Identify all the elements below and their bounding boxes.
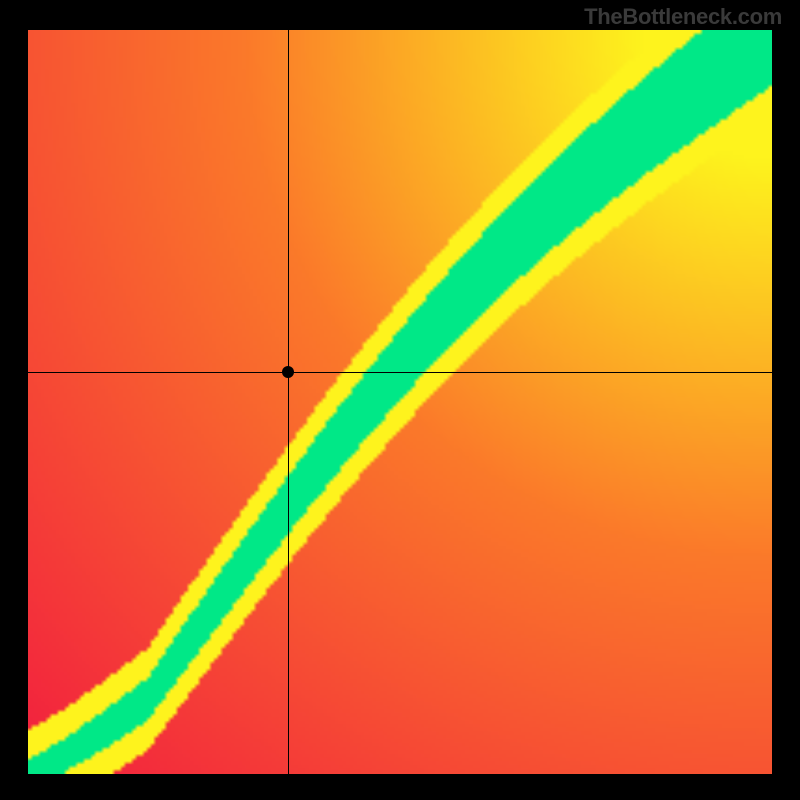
crosshair-horizontal (28, 372, 772, 373)
heatmap-canvas (28, 30, 772, 774)
crosshair-vertical (288, 30, 289, 774)
heatmap-plot (28, 30, 772, 774)
watermark-text: TheBottleneck.com (584, 4, 782, 30)
marker-dot (282, 366, 294, 378)
chart-frame: TheBottleneck.com (0, 0, 800, 800)
